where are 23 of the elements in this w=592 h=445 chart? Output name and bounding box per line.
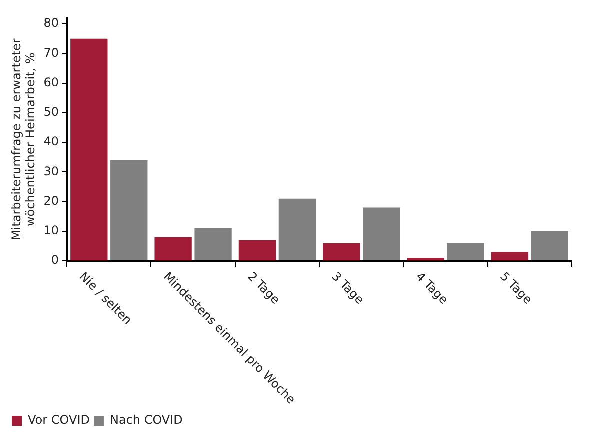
bar bbox=[70, 38, 108, 260]
bar bbox=[238, 240, 276, 260]
y-tick-label: 60 bbox=[44, 75, 60, 90]
y-tick-label: 50 bbox=[44, 105, 60, 120]
bar bbox=[531, 231, 568, 260]
y-tick-label: 10 bbox=[44, 224, 60, 238]
legend-label: Vor COVID bbox=[28, 413, 90, 428]
y-tick-label: 0 bbox=[51, 253, 60, 268]
bar bbox=[447, 243, 484, 260]
y-tick-label: 80 bbox=[44, 16, 60, 30]
bar bbox=[154, 237, 192, 260]
bar bbox=[110, 160, 148, 260]
bar bbox=[491, 252, 529, 260]
bar bbox=[194, 228, 232, 260]
legend-label: Nach COVID bbox=[110, 413, 183, 428]
y-tick-label: 20 bbox=[44, 194, 60, 208]
bar bbox=[278, 198, 316, 260]
y-axis-title: Mitarbeiterumfrage zu erwarteter wöchentlicher Heimarbeit, % bbox=[9, 38, 38, 241]
y-tick-label: 30 bbox=[44, 164, 60, 178]
y-tick-label: 70 bbox=[44, 46, 60, 60]
y-tick-label: 40 bbox=[44, 134, 60, 149]
bar bbox=[363, 208, 400, 260]
bar bbox=[323, 243, 360, 260]
